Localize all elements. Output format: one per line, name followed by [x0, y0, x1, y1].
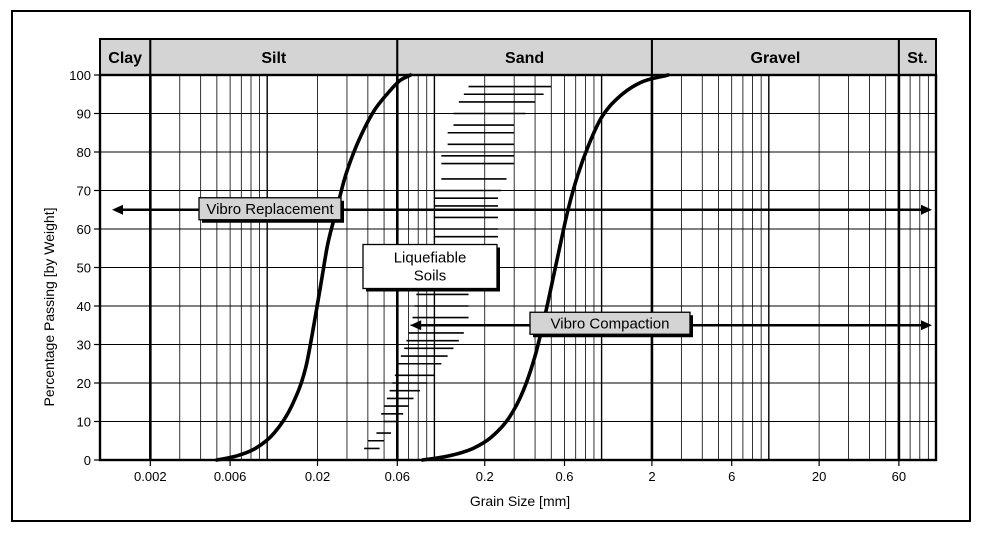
x-tick-label: 0.02 [305, 469, 330, 484]
gradation-curve-0 [215, 73, 413, 462]
soil-band-label: Silt [261, 50, 287, 67]
vibro-replacement-box [198, 197, 342, 221]
chart-frame [11, 10, 971, 522]
y-tick-label: 50 [77, 261, 91, 276]
y-tick-label: 0 [84, 453, 91, 468]
liquefiable-band [364, 85, 552, 450]
liquefiable-soils-box [362, 243, 498, 290]
soil-band-label: Sand [505, 50, 544, 67]
y-axis-label: Percentage Passing [by Weight] [41, 208, 57, 407]
y-tick-label: 100 [69, 68, 91, 83]
vibro-replacement-label: Vibro Replacement [206, 201, 334, 218]
soil-band-header: Clay Silt Sand Gravel St. [99, 38, 937, 76]
vibro-compaction-arrow-right [921, 320, 932, 331]
x-tick-label: 6 [728, 469, 735, 484]
y-tick-label: 80 [77, 145, 91, 160]
soil-band-label: Clay [108, 50, 142, 67]
x-tick-label: 20 [812, 469, 826, 484]
vibro-compaction-box [529, 311, 691, 335]
liquefiable-soils-label: Liquefiable [394, 250, 467, 267]
x-tick-label: 0.6 [555, 469, 573, 484]
soil-band-label: St. [907, 50, 927, 67]
gradation-curve-1 [420, 73, 670, 462]
annotations: Vibro Replacement Vibro Compaction Liquefi… [112, 197, 932, 338]
y-tick-label: 10 [77, 415, 91, 430]
series-group [215, 73, 670, 462]
x-tick-label: 60 [892, 469, 906, 484]
y-tick-label: 60 [77, 222, 91, 237]
grid [99, 74, 936, 461]
x-tick-label: 0.006 [214, 469, 247, 484]
x-tick-label: 2 [648, 469, 655, 484]
soil-band-label: Gravel [751, 50, 801, 67]
y-tick-label: 20 [77, 376, 91, 391]
soil-band-3 [650, 38, 900, 76]
vibro-replacement-arrow-left [112, 204, 123, 215]
y-tick-label: 70 [77, 184, 91, 199]
x-tick-label: 0.002 [134, 469, 167, 484]
axes: 0 10 20 30 40 50 60 70 80 90 100 0.002 0.006 0.02 0.06… [69, 68, 938, 484]
vibro-replacement-arrow-right [921, 204, 932, 215]
y-tick-label: 30 [77, 338, 91, 353]
x-axis-label: Grain Size [mm] [470, 493, 570, 509]
y-tick-label: 90 [77, 107, 91, 122]
y-tick-label: 40 [77, 299, 91, 314]
x-tick-label: 0.06 [385, 469, 410, 484]
liquefiable-soils-label: Soils [414, 268, 447, 285]
vibro-compaction-label: Vibro Compaction [551, 315, 670, 332]
vibro-compaction-arrow-left [410, 320, 422, 331]
x-tick-label: 0.2 [476, 469, 494, 484]
